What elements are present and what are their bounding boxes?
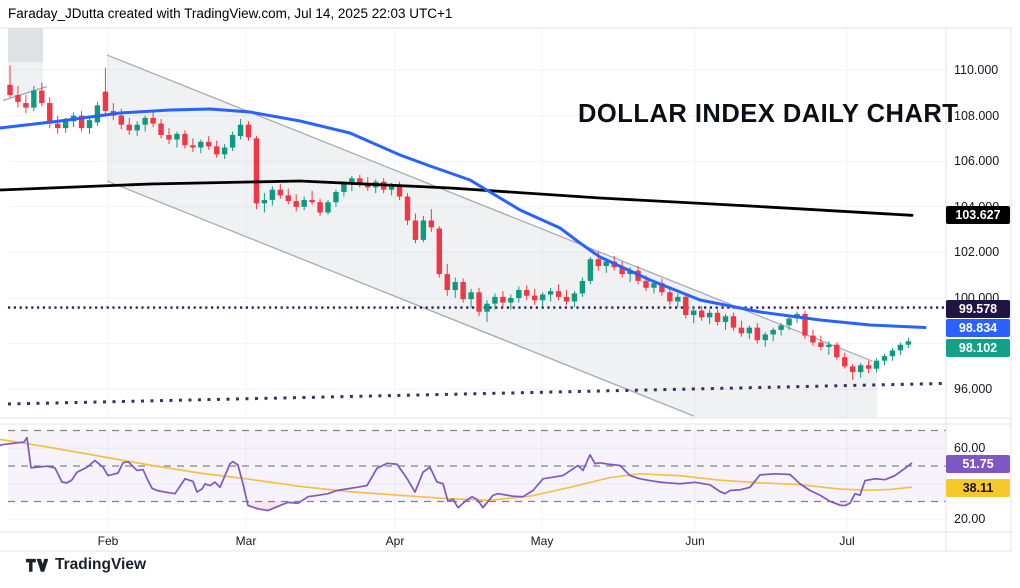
- time-tick-label: Feb: [97, 534, 119, 548]
- price-tick-label: 102.000: [954, 245, 1000, 260]
- price-tick-label: 110.000: [954, 63, 999, 77]
- price-tick-label: 106.000: [954, 154, 1000, 169]
- resistance-price-badge: 99.578: [946, 300, 1010, 318]
- price-tick-label: 96.000: [954, 382, 993, 397]
- tradingview-logo[interactable]: TradingView: [26, 556, 146, 574]
- ma-slow-price-badge: 103.627: [946, 206, 1010, 224]
- ma-fast-price-badge: 98.834: [946, 319, 1010, 337]
- rsi-value-badge: 51.75: [946, 455, 1010, 473]
- attribution-text: Faraday_JDutta created with TradingView.…: [8, 6, 453, 21]
- last-price-badge: 98.102: [946, 339, 1010, 357]
- tradingview-logo-text: TradingView: [55, 556, 147, 573]
- price-tick-label: 108.000: [954, 108, 1000, 123]
- time-tick-label: Mar: [235, 534, 257, 548]
- time-tick-label: May: [530, 534, 554, 548]
- time-tick-label: Apr: [385, 534, 405, 548]
- rsi-tick-label: 20.00: [954, 512, 986, 527]
- rsi-signal-value-badge: 38.11: [946, 479, 1010, 497]
- time-tick-label: Jul: [839, 534, 855, 548]
- tradingview-logo-icon: [26, 558, 48, 572]
- time-tick-label: Jun: [685, 534, 705, 548]
- rsi-tick-label: 60.00: [954, 441, 986, 456]
- chart-watermark-title: DOLLAR INDEX DAILY CHART: [578, 100, 959, 128]
